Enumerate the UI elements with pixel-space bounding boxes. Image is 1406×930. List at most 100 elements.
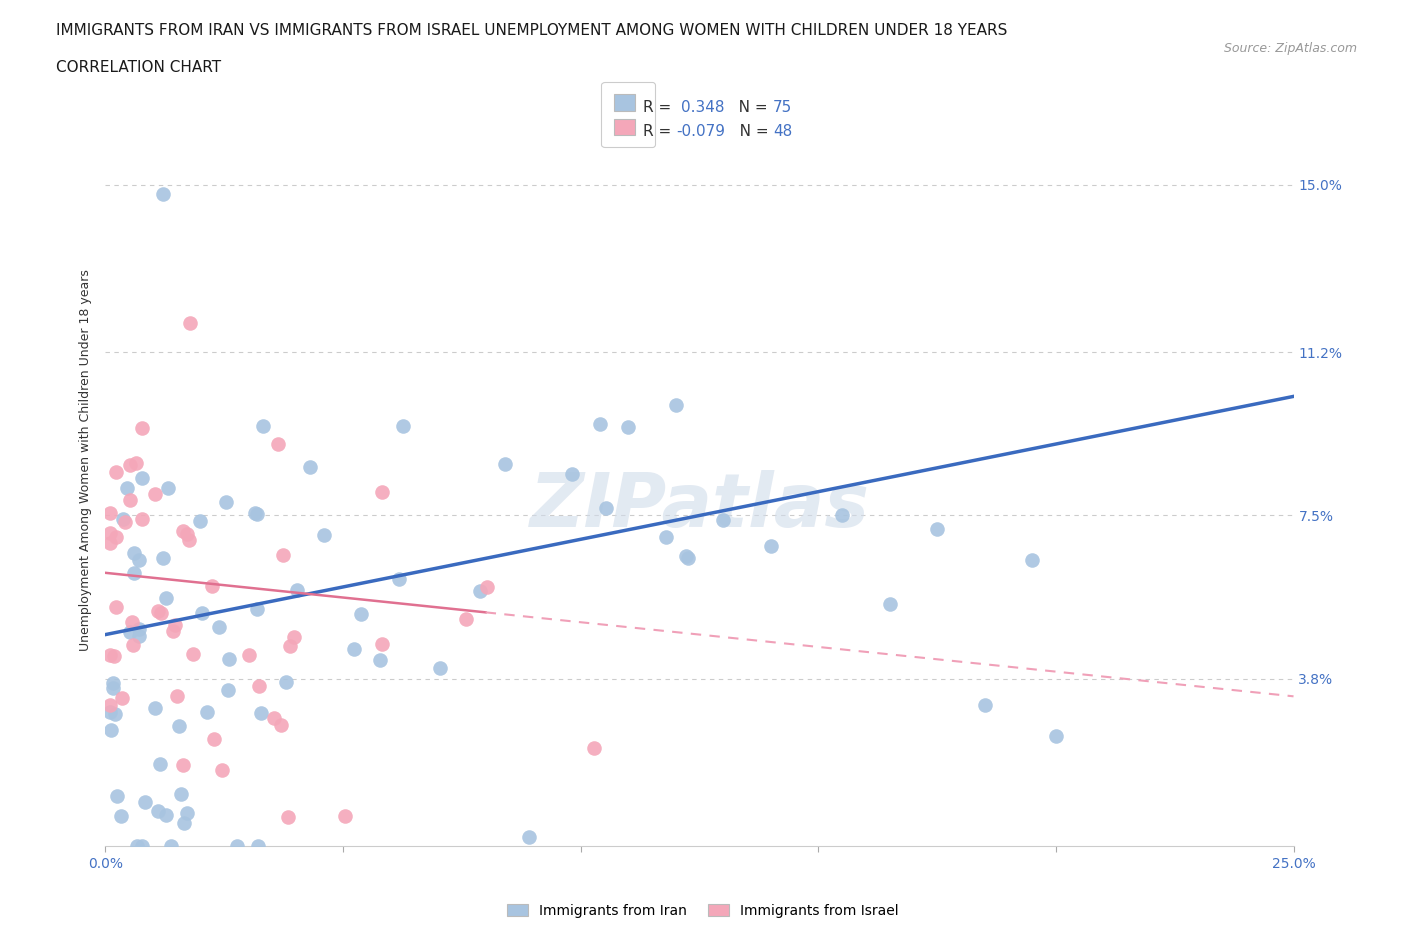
Point — [149, 605, 172, 620]
Point — [276, 674, 298, 689]
Point — [125, 839, 148, 854]
Point — [131, 512, 153, 526]
Text: IMMIGRANTS FROM IRAN VS IMMIGRANTS FROM ISRAEL UNEMPLOYMENT AMONG WOMEN WITH CHI: IMMIGRANTS FROM IRAN VS IMMIGRANTS FROM … — [56, 23, 1008, 38]
Point — [131, 471, 153, 485]
Point — [368, 652, 391, 667]
Point — [299, 459, 322, 474]
Point — [217, 683, 239, 698]
Point — [120, 492, 142, 507]
Point — [195, 704, 218, 719]
Text: R =: R = — [643, 100, 681, 115]
Y-axis label: Unemployment Among Women with Children Under 18 years: Unemployment Among Women with Children U… — [79, 270, 93, 651]
Point — [759, 538, 782, 553]
Point — [201, 578, 224, 593]
Point — [152, 550, 174, 565]
Point — [176, 805, 198, 820]
Point — [589, 416, 612, 431]
Point — [314, 528, 336, 543]
Point — [617, 419, 640, 434]
Point — [214, 495, 236, 510]
Point — [468, 583, 491, 598]
Point — [143, 486, 166, 501]
Point — [143, 701, 166, 716]
Point — [277, 810, 299, 825]
Point — [333, 809, 356, 824]
Point — [371, 636, 394, 651]
Point — [973, 698, 995, 712]
Point — [120, 625, 142, 640]
Legend: , : , — [602, 82, 655, 148]
Text: N =: N = — [725, 125, 773, 140]
Point — [831, 508, 853, 523]
Point — [181, 646, 204, 661]
Legend: Immigrants from Iran, Immigrants from Israel: Immigrants from Iran, Immigrants from Is… — [502, 898, 904, 923]
Point — [188, 513, 211, 528]
Point — [146, 604, 169, 618]
Point — [146, 804, 169, 818]
Point — [252, 418, 274, 433]
Point — [125, 456, 148, 471]
Point — [247, 679, 270, 694]
Point — [388, 572, 411, 587]
Point — [456, 612, 478, 627]
Point — [391, 418, 413, 433]
Point — [114, 515, 136, 530]
Point — [179, 533, 201, 548]
Point — [247, 839, 270, 854]
Point — [271, 547, 294, 562]
Text: CORRELATION CHART: CORRELATION CHART — [56, 60, 221, 75]
Point — [267, 436, 290, 451]
Point — [100, 698, 122, 712]
Text: N =: N = — [724, 100, 773, 115]
Text: R =: R = — [643, 125, 676, 140]
Point — [561, 466, 583, 481]
Text: 48: 48 — [773, 125, 793, 140]
Point — [105, 464, 128, 479]
Point — [155, 591, 177, 605]
Point — [879, 596, 901, 611]
Point — [519, 830, 541, 844]
Point — [226, 839, 249, 854]
Point — [1021, 552, 1043, 567]
Point — [475, 579, 498, 594]
Point — [170, 786, 193, 801]
Point — [131, 420, 153, 435]
Point — [101, 681, 124, 696]
Point — [111, 690, 134, 705]
Point — [162, 624, 184, 639]
Text: -0.079: -0.079 — [676, 125, 725, 140]
Point — [218, 652, 240, 667]
Point — [120, 458, 142, 473]
Point — [122, 546, 145, 561]
Point — [110, 809, 132, 824]
Point — [675, 549, 697, 564]
Point — [98, 525, 121, 540]
Text: 75: 75 — [773, 100, 792, 115]
Point — [98, 704, 121, 719]
Point — [167, 718, 190, 733]
Point — [128, 621, 150, 636]
Text: Source: ZipAtlas.com: Source: ZipAtlas.com — [1223, 42, 1357, 55]
Point — [166, 688, 188, 703]
Point — [582, 740, 605, 755]
Point — [243, 505, 266, 520]
Point — [103, 648, 125, 663]
Point — [665, 398, 688, 413]
Point — [595, 500, 617, 515]
Point — [429, 661, 451, 676]
Point — [111, 512, 134, 526]
Point — [179, 316, 201, 331]
Point — [176, 526, 198, 541]
Point — [246, 602, 269, 617]
Point — [115, 480, 138, 495]
Point — [238, 647, 260, 662]
Point — [98, 648, 121, 663]
Point — [128, 628, 150, 643]
Point — [165, 618, 187, 632]
Point — [160, 839, 183, 854]
Point — [104, 707, 127, 722]
Point — [156, 481, 179, 496]
Point — [285, 582, 308, 597]
Point — [98, 505, 121, 520]
Point — [104, 529, 127, 544]
